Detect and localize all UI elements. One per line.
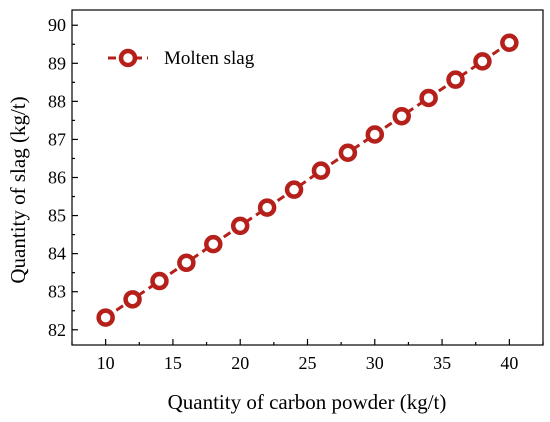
data-point (473, 52, 492, 71)
y-tick-label: 87 (48, 129, 66, 149)
series-layer (96, 33, 519, 327)
data-point (123, 290, 142, 309)
data-point (96, 308, 115, 327)
data-point (500, 33, 519, 52)
x-tick-label: 15 (164, 353, 182, 373)
y-tick-label: 84 (48, 244, 66, 264)
data-point (150, 271, 169, 291)
x-axis-title: Quantity of carbon powder (kg/t) (168, 390, 447, 414)
x-tick-label: 30 (366, 353, 384, 373)
data-point (177, 253, 196, 273)
x-tick-label: 20 (231, 353, 249, 373)
data-point (204, 234, 223, 254)
data-point (365, 125, 385, 144)
y-tick-label: 85 (48, 206, 66, 226)
ticks: 10 15 20 25 30 35 40 82 83 84 85 86 87 88 89 90 (48, 15, 544, 373)
legend-marker (118, 48, 138, 68)
x-tick-label: 40 (500, 353, 518, 373)
y-tick-label: 82 (48, 320, 66, 340)
data-point (338, 143, 358, 163)
data-point (284, 180, 304, 199)
legend: Molten slag (108, 48, 255, 69)
data-point (257, 198, 277, 217)
plot-frame (71, 9, 544, 346)
data-point (230, 216, 250, 236)
data-point (446, 70, 465, 89)
y-tick-label: 86 (48, 168, 66, 188)
axes (71, 9, 544, 346)
y-axis-title: Quantity of slag (kg/t) (6, 96, 30, 283)
y-tick-label: 90 (48, 15, 66, 35)
y-tick-label: 88 (48, 91, 66, 111)
y-tick-label: 89 (48, 53, 66, 73)
y-tick-label: 83 (48, 282, 66, 302)
legend-label: Molten slag (164, 48, 255, 69)
series-line (104, 41, 511, 319)
data-point (392, 106, 411, 126)
data-point (419, 88, 438, 108)
x-tick-label: 10 (97, 353, 115, 373)
x-tick-label: 25 (299, 353, 317, 373)
data-point (311, 161, 331, 180)
x-tick-label: 35 (433, 353, 451, 373)
